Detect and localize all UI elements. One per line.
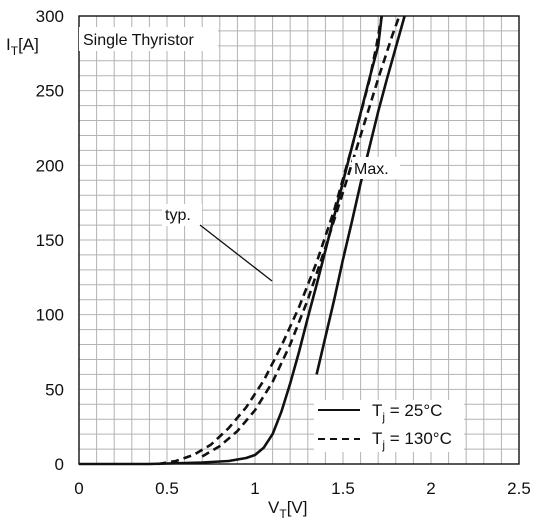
title-background xyxy=(79,27,218,51)
plot-frame xyxy=(78,15,520,465)
x-tick-label: 0 xyxy=(74,479,83,498)
series-line-dashed-typ xyxy=(157,15,383,466)
series-line-solid-typ xyxy=(79,15,383,466)
x-tick-label: 1.5 xyxy=(331,479,355,498)
x-axis-label-unit: [V] xyxy=(287,498,308,517)
legend-entry-25c: Tj = 25°C xyxy=(372,401,442,424)
y-axis-label: IT[A] xyxy=(6,35,39,58)
x-tick-label: 0.5 xyxy=(155,479,179,498)
tick-labels: 0 0.5 1 1.5 2 2.5 0 50 100 150 200 250 300 xyxy=(36,7,531,498)
legend-entry-130c-main: T xyxy=(372,429,382,448)
annotation-typ-background xyxy=(162,204,202,226)
legend-entry-25c-main: T xyxy=(372,401,382,420)
legend-entry-130c-sub: j xyxy=(381,438,385,452)
y-tick-label: 200 xyxy=(36,156,64,175)
legend-background xyxy=(314,400,464,452)
y-tick-label: 250 xyxy=(36,82,64,101)
legend-entry-25c-rest: = 25°C xyxy=(385,401,442,420)
chart-title: Single Thyristor xyxy=(83,32,195,49)
y-axis-label-unit: [A] xyxy=(18,35,39,54)
x-tick-label: 1 xyxy=(250,479,259,498)
y-tick-label: 100 xyxy=(36,306,64,325)
plot-border xyxy=(78,15,520,465)
legend-entry-130c: Tj = 130°C xyxy=(372,429,452,452)
y-tick-label: 50 xyxy=(45,380,64,399)
y-axis-label-main: I xyxy=(6,35,11,54)
y-tick-label: 0 xyxy=(55,455,64,474)
annotation-typ-leader xyxy=(199,224,273,282)
x-axis-label: VT[V] xyxy=(268,498,307,521)
x-axis-label-sub: T xyxy=(279,507,287,521)
annotation-max: Max. xyxy=(354,161,389,178)
legend-entry-130c-rest: = 130°C xyxy=(385,429,452,448)
annotation-max-background xyxy=(352,157,400,179)
y-tick-label: 150 xyxy=(36,231,64,250)
x-tick-label: 2.5 xyxy=(507,479,531,498)
data-curves xyxy=(79,15,406,466)
grid xyxy=(79,16,519,464)
x-axis-label-main: V xyxy=(268,498,280,517)
y-axis-label-sub: T xyxy=(11,44,19,58)
annotation-typ: typ. xyxy=(165,207,191,224)
series-line-dashed-max xyxy=(201,15,401,458)
legend-entry-25c-sub: j xyxy=(381,410,385,424)
legend: Tj = 25°C Tj = 130°C xyxy=(314,400,464,452)
series-line-solid-max xyxy=(315,15,406,375)
x-tick-label: 2 xyxy=(426,479,435,498)
y-tick-label: 300 xyxy=(36,7,64,26)
